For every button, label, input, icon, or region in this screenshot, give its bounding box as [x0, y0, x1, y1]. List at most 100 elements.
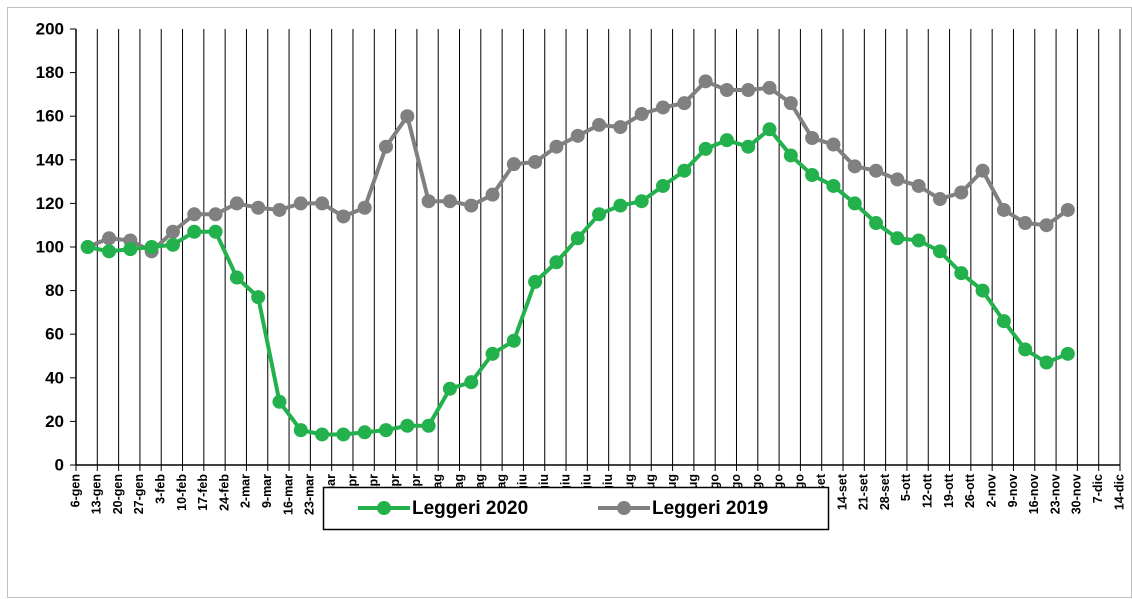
legend-label: Leggeri 2020: [412, 498, 528, 519]
x-tick-label: 19-ott: [942, 473, 956, 508]
data-point: [165, 237, 180, 252]
data-point: [229, 196, 244, 211]
data-point: [379, 423, 394, 438]
data-point: [677, 163, 692, 178]
legend-marker: [617, 501, 631, 515]
x-tick-label: 17-feb: [196, 474, 210, 511]
data-point: [442, 194, 457, 209]
x-tick-label: 7-dic: [1091, 474, 1105, 503]
x-tick-label: 2-nov: [984, 474, 998, 507]
data-point: [379, 139, 394, 154]
data-point: [421, 418, 436, 433]
data-point: [187, 207, 202, 222]
data-point: [911, 233, 926, 248]
data-point: [464, 198, 479, 213]
data-point: [932, 244, 947, 259]
data-point: [869, 163, 884, 178]
data-point: [975, 163, 990, 178]
data-point: [400, 418, 415, 433]
data-point: [762, 122, 777, 137]
x-tick-label: 9-nov: [1006, 474, 1020, 507]
data-point: [528, 154, 543, 169]
x-tick-label: 14-set: [835, 473, 849, 510]
y-tick-label: 20: [45, 412, 64, 431]
data-point: [80, 240, 95, 254]
data-point: [293, 423, 308, 438]
data-point: [698, 74, 713, 89]
x-tick-label: 13-gen: [90, 474, 104, 514]
data-point: [229, 270, 244, 285]
data-point: [1018, 342, 1033, 357]
data-point: [1018, 216, 1033, 231]
data-point: [634, 107, 649, 122]
data-point: [208, 207, 223, 222]
data-point: [1060, 202, 1075, 217]
data-point: [506, 157, 521, 172]
data-point: [932, 192, 947, 207]
data-point: [1060, 346, 1075, 361]
data-point: [996, 314, 1011, 329]
data-point: [102, 244, 117, 259]
data-point: [783, 148, 798, 163]
data-point: [187, 224, 202, 239]
y-tick-label: 100: [36, 237, 64, 256]
data-point: [698, 141, 713, 156]
data-point: [102, 231, 117, 246]
x-tick-label: 16-mar: [281, 474, 295, 515]
data-point: [719, 83, 734, 98]
data-point: [421, 194, 436, 209]
x-tick-label: 5-ott: [899, 473, 913, 501]
x-tick-label: 30-nov: [1070, 474, 1084, 514]
data-point: [954, 185, 969, 200]
data-point: [655, 178, 670, 193]
data-point: [251, 290, 266, 305]
data-point: [336, 209, 351, 224]
data-point: [719, 133, 734, 148]
data-point: [741, 139, 756, 154]
data-point: [677, 96, 692, 111]
x-tick-label: 21-set: [857, 473, 871, 510]
data-point: [293, 196, 308, 211]
data-point: [485, 346, 500, 361]
x-tick-label: 6-gen: [68, 474, 82, 507]
y-tick-label: 120: [36, 194, 64, 213]
x-tick-label: 23-nov: [1048, 474, 1062, 514]
data-point: [570, 231, 585, 246]
data-point: [549, 139, 564, 154]
data-point: [165, 224, 180, 239]
data-point: [911, 178, 926, 193]
x-tick-label: 20-gen: [111, 474, 125, 514]
x-tick-label: 24-feb: [217, 474, 231, 511]
data-point: [123, 242, 138, 257]
data-point: [996, 202, 1011, 217]
x-tick-label: 9-mar: [260, 474, 274, 508]
marks: [80, 74, 1075, 442]
x-tick-label: 23-mar: [303, 474, 317, 515]
data-point: [506, 333, 521, 348]
data-point: [272, 394, 287, 409]
data-point: [315, 427, 330, 442]
data-point: [315, 196, 330, 211]
data-point: [805, 168, 820, 183]
data-point: [336, 427, 351, 442]
x-tick-label: 26-ott: [963, 473, 977, 508]
data-point: [805, 131, 820, 145]
data-point: [890, 172, 905, 187]
legend: Leggeri 2020 Leggeri 2019: [358, 498, 768, 519]
data-point: [634, 194, 649, 209]
data-point: [357, 200, 372, 215]
data-point: [357, 425, 372, 440]
y-tick-label: 140: [36, 150, 64, 169]
data-point: [826, 137, 841, 152]
x-tick-label: 14-dic: [1112, 474, 1126, 510]
data-point: [655, 100, 670, 115]
data-point: [272, 202, 287, 217]
x-tick-label: 10-feb: [175, 474, 189, 511]
data-point: [826, 178, 841, 193]
data-point: [549, 255, 564, 270]
data-point: [464, 375, 479, 390]
data-point: [890, 231, 905, 246]
y-tick-label: 60: [45, 325, 64, 344]
legend-marker: [377, 501, 391, 515]
y-tick-label: 180: [36, 63, 64, 82]
